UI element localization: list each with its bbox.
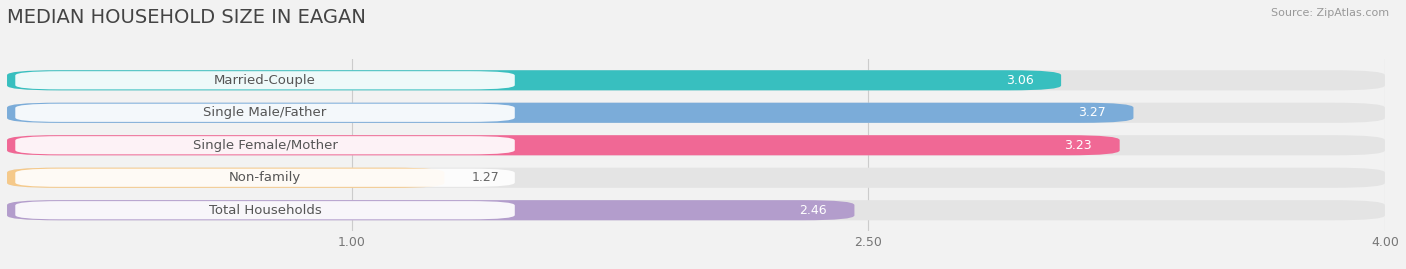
FancyBboxPatch shape <box>15 71 515 89</box>
Text: Single Male/Father: Single Male/Father <box>204 106 326 119</box>
FancyBboxPatch shape <box>15 169 515 187</box>
Text: Total Households: Total Households <box>208 204 322 217</box>
Text: Source: ZipAtlas.com: Source: ZipAtlas.com <box>1271 8 1389 18</box>
FancyBboxPatch shape <box>7 135 1119 155</box>
FancyBboxPatch shape <box>7 200 1385 220</box>
FancyBboxPatch shape <box>7 70 1385 90</box>
FancyBboxPatch shape <box>7 70 1062 90</box>
FancyBboxPatch shape <box>7 168 444 188</box>
Text: 3.23: 3.23 <box>1064 139 1092 152</box>
Text: 3.06: 3.06 <box>1005 74 1033 87</box>
FancyBboxPatch shape <box>7 168 1385 188</box>
FancyBboxPatch shape <box>15 201 515 219</box>
Text: Single Female/Mother: Single Female/Mother <box>193 139 337 152</box>
FancyBboxPatch shape <box>7 103 1385 123</box>
Text: 3.27: 3.27 <box>1078 106 1107 119</box>
FancyBboxPatch shape <box>7 135 1385 155</box>
FancyBboxPatch shape <box>15 104 515 122</box>
FancyBboxPatch shape <box>7 103 1133 123</box>
Text: 2.46: 2.46 <box>799 204 827 217</box>
FancyBboxPatch shape <box>7 200 855 220</box>
Text: Non-family: Non-family <box>229 171 301 184</box>
FancyBboxPatch shape <box>15 136 515 154</box>
Text: 1.27: 1.27 <box>472 171 499 184</box>
Text: Married-Couple: Married-Couple <box>214 74 316 87</box>
Text: MEDIAN HOUSEHOLD SIZE IN EAGAN: MEDIAN HOUSEHOLD SIZE IN EAGAN <box>7 8 366 27</box>
